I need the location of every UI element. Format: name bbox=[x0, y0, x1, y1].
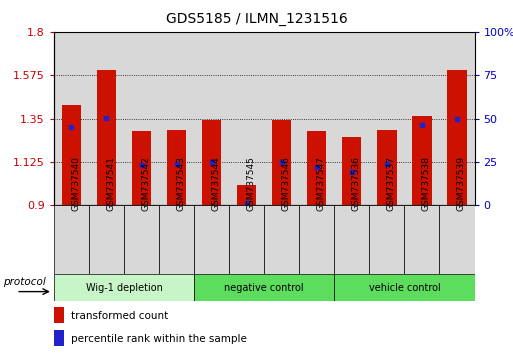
Text: GSM737540: GSM737540 bbox=[71, 156, 81, 211]
Text: GSM737542: GSM737542 bbox=[142, 156, 150, 211]
Text: protocol: protocol bbox=[3, 277, 46, 287]
Bar bbox=[342, 137, 362, 205]
Text: transformed count: transformed count bbox=[71, 310, 168, 321]
Bar bbox=[159, 205, 194, 274]
Bar bbox=[159, 32, 194, 205]
Text: GSM737543: GSM737543 bbox=[176, 156, 186, 211]
Bar bbox=[194, 205, 229, 274]
Bar bbox=[54, 205, 89, 274]
Bar bbox=[264, 205, 299, 274]
Bar bbox=[124, 32, 159, 205]
Bar bbox=[97, 70, 116, 205]
Bar bbox=[440, 32, 475, 205]
Bar bbox=[62, 105, 81, 205]
Bar bbox=[89, 205, 124, 274]
Text: GSM737541: GSM737541 bbox=[106, 156, 115, 211]
Bar bbox=[237, 185, 256, 205]
Bar bbox=[194, 274, 334, 301]
Bar bbox=[124, 205, 159, 274]
Text: GDS5185 / ILMN_1231516: GDS5185 / ILMN_1231516 bbox=[166, 12, 347, 27]
Bar bbox=[334, 205, 369, 274]
Bar bbox=[167, 130, 186, 205]
Bar bbox=[377, 130, 397, 205]
Bar bbox=[264, 32, 299, 205]
Text: percentile rank within the sample: percentile rank within the sample bbox=[71, 333, 247, 344]
Bar bbox=[369, 205, 404, 274]
Text: Wig-1 depletion: Wig-1 depletion bbox=[86, 282, 163, 293]
Bar bbox=[334, 274, 475, 301]
Bar bbox=[404, 32, 440, 205]
Bar bbox=[404, 205, 440, 274]
Text: vehicle control: vehicle control bbox=[368, 282, 440, 293]
Text: GSM737537: GSM737537 bbox=[387, 156, 396, 211]
Bar bbox=[202, 120, 221, 205]
Text: GSM737544: GSM737544 bbox=[211, 156, 221, 211]
Bar bbox=[272, 120, 291, 205]
Text: GSM737546: GSM737546 bbox=[282, 156, 291, 211]
Bar bbox=[334, 32, 369, 205]
Bar bbox=[299, 32, 334, 205]
Bar bbox=[307, 131, 326, 205]
Text: GSM737536: GSM737536 bbox=[352, 156, 361, 211]
Bar bbox=[299, 205, 334, 274]
Bar bbox=[440, 205, 475, 274]
Bar bbox=[412, 116, 431, 205]
Bar bbox=[54, 330, 64, 346]
Text: GSM737538: GSM737538 bbox=[422, 156, 431, 211]
Bar bbox=[369, 32, 404, 205]
Bar bbox=[54, 307, 64, 324]
Bar bbox=[132, 131, 151, 205]
Bar bbox=[194, 32, 229, 205]
Text: GSM737547: GSM737547 bbox=[317, 156, 326, 211]
Bar bbox=[89, 32, 124, 205]
Bar bbox=[229, 205, 264, 274]
Bar bbox=[54, 274, 194, 301]
Bar bbox=[229, 32, 264, 205]
Bar bbox=[447, 70, 467, 205]
Bar bbox=[54, 32, 89, 205]
Text: negative control: negative control bbox=[224, 282, 304, 293]
Text: GSM737539: GSM737539 bbox=[457, 156, 466, 211]
Text: GSM737545: GSM737545 bbox=[247, 156, 255, 211]
